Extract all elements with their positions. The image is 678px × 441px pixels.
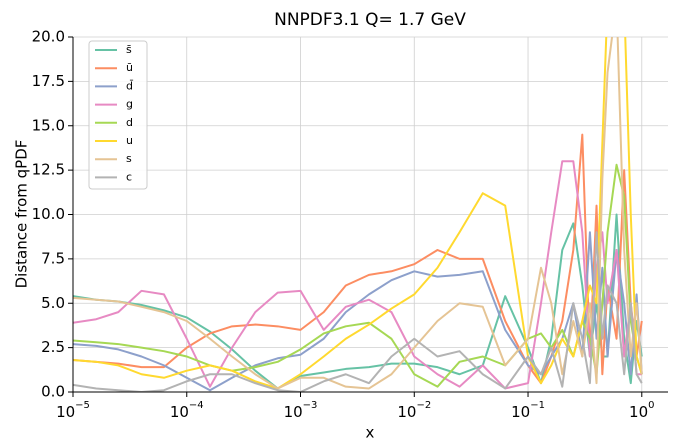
series-line xyxy=(73,160,642,390)
x-tick-exponent: −2 xyxy=(416,400,431,411)
x-tick-label: 10−2 xyxy=(397,400,431,421)
x-tick-label: 10−4 xyxy=(170,400,204,421)
y-tick-label: 12.5 xyxy=(32,161,65,179)
legend-label: d̄ xyxy=(126,79,133,92)
x-tick-base: 10 xyxy=(56,403,75,421)
y-axis-label: Distance from qPDF xyxy=(13,140,31,289)
x-tick-label: 100 xyxy=(629,400,654,421)
y-tick-label: 2.5 xyxy=(41,338,65,356)
y-tick-label: 10.0 xyxy=(32,205,65,223)
y-tick-label: 5.0 xyxy=(41,294,65,312)
x-tick-base: 10 xyxy=(511,403,530,421)
series-line xyxy=(73,231,643,392)
y-tick-label: 15.0 xyxy=(32,116,65,134)
x-tick-exponent: −1 xyxy=(530,400,545,411)
series-line xyxy=(73,37,643,390)
x-tick-label: 10−5 xyxy=(56,400,90,421)
legend-label: d xyxy=(126,116,133,129)
ticks: 0.02.55.07.510.012.515.017.520.010−5 10−4… xyxy=(32,28,655,421)
series-line xyxy=(73,163,643,388)
chart-title: NNPDF3.1 Q= 1.7 GeV xyxy=(274,10,466,30)
x-tick-label: 10−1 xyxy=(511,400,545,421)
legend-label: g xyxy=(126,98,133,111)
x-tick-base: 10 xyxy=(170,403,189,421)
legend-label: ū xyxy=(126,61,133,74)
x-tick-base: 10 xyxy=(284,403,303,421)
x-tick-exponent: −4 xyxy=(189,400,204,411)
legend xyxy=(88,40,148,190)
series-line xyxy=(73,133,643,385)
legend-label: u xyxy=(126,134,133,147)
grid xyxy=(72,36,668,393)
legend-label: s xyxy=(126,152,132,165)
x-tick-exponent: 0 xyxy=(648,400,654,411)
x-tick-base: 10 xyxy=(629,403,648,421)
x-tick-base: 10 xyxy=(397,403,416,421)
y-tick-label: 20.0 xyxy=(32,28,65,46)
x-tick-exponent: −5 xyxy=(75,400,90,411)
x-tick-exponent: −3 xyxy=(303,400,318,411)
y-tick-label: 7.5 xyxy=(41,249,65,267)
y-tick-label: 0.0 xyxy=(41,383,65,401)
series-line xyxy=(73,37,643,390)
legend-label: c xyxy=(126,170,132,183)
series-line xyxy=(73,231,643,392)
x-axis-label: x xyxy=(366,424,375,441)
plot-area xyxy=(73,37,643,392)
y-tick-label: 17.5 xyxy=(32,72,65,90)
x-tick-label: 10−3 xyxy=(284,400,318,421)
legend-label: s̄ xyxy=(126,43,132,56)
